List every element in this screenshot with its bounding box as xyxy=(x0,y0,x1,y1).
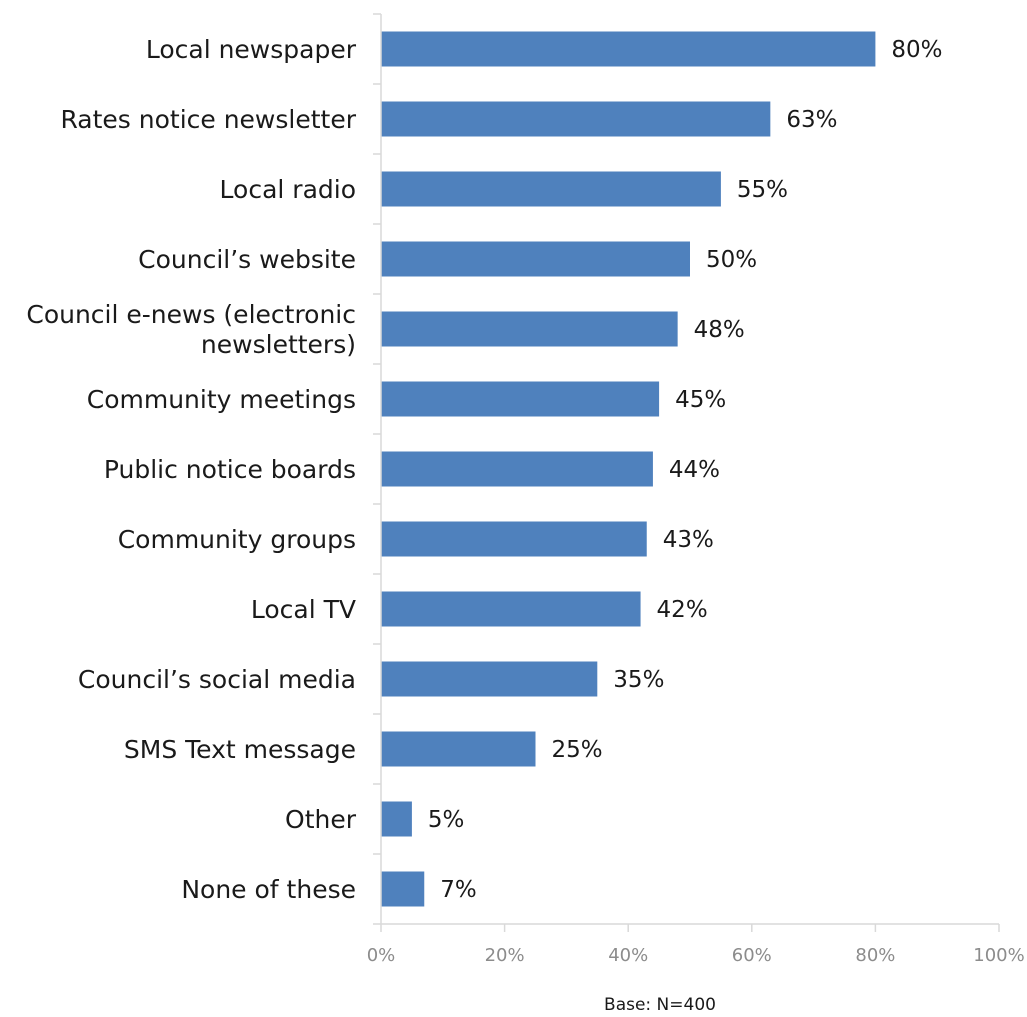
data-label: 5% xyxy=(428,807,465,833)
bar xyxy=(381,381,660,417)
bar xyxy=(381,871,425,907)
category-label-line: Public notice boards xyxy=(104,455,356,484)
category-label-line: Council’s website xyxy=(138,245,356,274)
x-tick-labels-group: 0% 20% 40% 60% 80% 100% xyxy=(367,945,1025,966)
category-label: SMS Text message xyxy=(124,735,356,764)
category-label: Council’s social media xyxy=(78,665,356,694)
data-label: 50% xyxy=(706,247,757,273)
category-label: Local TV xyxy=(251,595,356,624)
bar xyxy=(381,591,641,627)
data-label: 80% xyxy=(891,37,942,63)
category-label-line: Other xyxy=(285,805,357,834)
x-tick-label: 20% xyxy=(485,945,525,966)
data-label: 7% xyxy=(440,877,477,903)
category-label-line: Local TV xyxy=(251,595,356,624)
category-label: Public notice boards xyxy=(104,455,356,484)
bars-group xyxy=(381,31,876,907)
category-label: Local radio xyxy=(220,175,356,204)
category-label-line: None of these xyxy=(181,875,356,904)
bar xyxy=(381,661,598,697)
category-label-line: Community meetings xyxy=(87,385,356,414)
category-label-line: Council’s social media xyxy=(78,665,356,694)
bar xyxy=(381,801,412,837)
data-labels-group: 80% 63% 55% 50% 48% 45% 44% 43% 42% 35% 25% 5% 7% xyxy=(428,37,943,903)
category-label-line: Community groups xyxy=(118,525,356,554)
x-tick-label: 0% xyxy=(367,945,396,966)
x-tick-label: 40% xyxy=(608,945,648,966)
category-label: None of these xyxy=(181,875,356,904)
data-label: 45% xyxy=(675,387,726,413)
data-label: 25% xyxy=(552,737,603,763)
data-label: 43% xyxy=(663,527,714,553)
axes-group xyxy=(373,13,1000,932)
category-label-line: Council e-news (electronic xyxy=(26,300,356,329)
category-label-line: Local radio xyxy=(220,175,356,204)
category-label: Community meetings xyxy=(87,385,356,414)
bar xyxy=(381,311,678,347)
bar xyxy=(381,451,653,487)
data-label: 44% xyxy=(669,457,720,483)
data-label: 42% xyxy=(657,597,708,623)
data-label: 48% xyxy=(694,317,745,343)
category-label-line: SMS Text message xyxy=(124,735,356,764)
bar xyxy=(381,731,536,767)
category-label-line: newsletters) xyxy=(201,330,356,359)
category-label: Council e-news (electronic newsletters) xyxy=(26,300,356,359)
category-label: Council’s website xyxy=(138,245,356,274)
bar xyxy=(381,241,690,277)
data-label: 35% xyxy=(613,667,664,693)
x-tick-label: 100% xyxy=(973,945,1024,966)
category-labels-group: Local newspaper Rates notice newsletter Lo… xyxy=(26,35,356,904)
category-label: Rates notice newsletter xyxy=(60,105,356,134)
category-label-line: Rates notice newsletter xyxy=(60,105,356,134)
category-label: Local newspaper xyxy=(146,35,357,64)
bar xyxy=(381,31,876,67)
data-label: 55% xyxy=(737,177,788,203)
base-note: Base: N=400 xyxy=(604,995,716,1015)
bar xyxy=(381,101,771,137)
category-label-line: Local newspaper xyxy=(146,35,357,64)
data-label: 63% xyxy=(786,107,837,133)
category-label: Community groups xyxy=(118,525,356,554)
x-tick-label: 60% xyxy=(732,945,772,966)
bar xyxy=(381,171,721,207)
category-label: Other xyxy=(285,805,357,834)
bar xyxy=(381,521,647,557)
x-tick-label: 80% xyxy=(855,945,895,966)
